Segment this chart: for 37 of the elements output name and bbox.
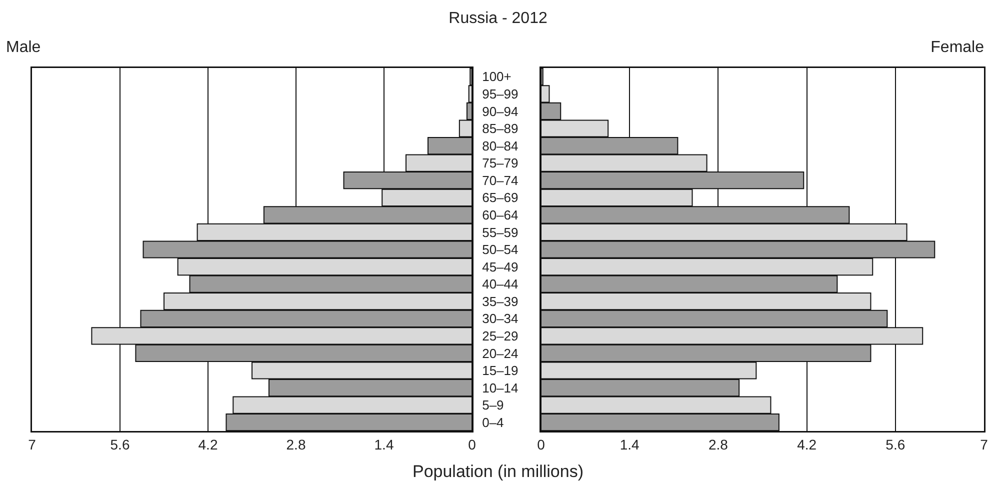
- y-tick-label: 90–94: [482, 104, 518, 119]
- chart-title: Russia - 2012: [448, 10, 548, 28]
- text: Female: [930, 39, 984, 57]
- x-tick-label: 7: [28, 436, 36, 452]
- y-tick-label: 55–59: [482, 224, 518, 240]
- y-tick-label: 35–39: [482, 294, 518, 309]
- x-tick-label: 4.2: [198, 436, 218, 452]
- x-axis-title: Population (in millions): [411, 462, 585, 482]
- x-tick-label: 1.4: [620, 436, 640, 452]
- y-tick-label: 45–49: [482, 259, 518, 274]
- text: Male: [6, 39, 41, 57]
- x-tick-label: 1.4: [374, 436, 394, 452]
- y-tick-label: 70–74: [482, 172, 518, 188]
- x-tick-label: 0: [537, 436, 546, 452]
- y-tick-label: 5–9: [482, 398, 504, 413]
- x-tick-label: 5.6: [110, 436, 130, 452]
- y-tick-label: 15–19: [482, 363, 518, 378]
- x-tick-label: 0: [468, 436, 476, 452]
- x-tick-label: 7: [980, 436, 988, 452]
- y-tick-label: 50–54: [482, 242, 518, 258]
- x-tick-label: 5.6: [886, 436, 906, 452]
- y-tick-label: 100+: [482, 69, 512, 84]
- y-tick-label: 65–69: [482, 190, 518, 206]
- y-tick-label: 30–34: [482, 311, 518, 326]
- y-tick-label: 60–64: [482, 207, 518, 222]
- y-tick-label: 10–14: [482, 380, 518, 396]
- y-tick-label: 20–24: [482, 346, 518, 361]
- y-tick-label: 80–84: [482, 138, 518, 154]
- y-tick-label: 40–44: [482, 276, 518, 292]
- y-tick-label: 85–89: [482, 121, 518, 136]
- y-tick-label: 25–29: [482, 328, 518, 344]
- y-tick-label: 95–99: [482, 86, 518, 102]
- x-tick-label: 2.8: [708, 436, 728, 452]
- y-tick-label: 75–79: [482, 156, 518, 171]
- y-tick-label: 0–4: [482, 414, 504, 430]
- x-tick-label: 4.2: [797, 436, 817, 452]
- x-tick-label: 2.8: [286, 436, 306, 452]
